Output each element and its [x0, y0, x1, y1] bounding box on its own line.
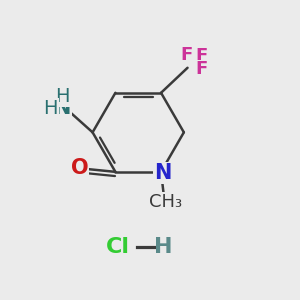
- Text: F: F: [196, 60, 208, 78]
- Text: N: N: [154, 163, 171, 183]
- Text: H: H: [154, 237, 172, 257]
- Text: Cl: Cl: [106, 237, 130, 257]
- Text: H: H: [43, 99, 58, 118]
- Text: F: F: [196, 47, 208, 65]
- Text: H: H: [55, 87, 70, 106]
- Text: CH₃: CH₃: [149, 193, 182, 211]
- Text: F: F: [180, 46, 192, 64]
- Text: O: O: [71, 158, 88, 178]
- Text: N: N: [54, 98, 71, 118]
